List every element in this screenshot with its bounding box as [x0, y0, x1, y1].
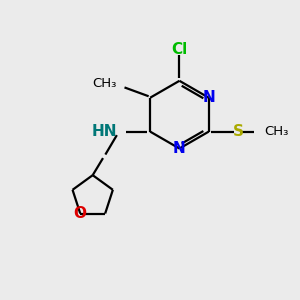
Text: S: S: [233, 124, 244, 139]
Text: Cl: Cl: [171, 42, 188, 57]
Text: N: N: [173, 141, 186, 156]
Text: O: O: [74, 206, 87, 221]
Text: CH₃: CH₃: [264, 125, 289, 138]
Text: CH₃: CH₃: [92, 76, 116, 89]
Text: N: N: [202, 90, 215, 105]
Text: HN: HN: [91, 124, 117, 139]
